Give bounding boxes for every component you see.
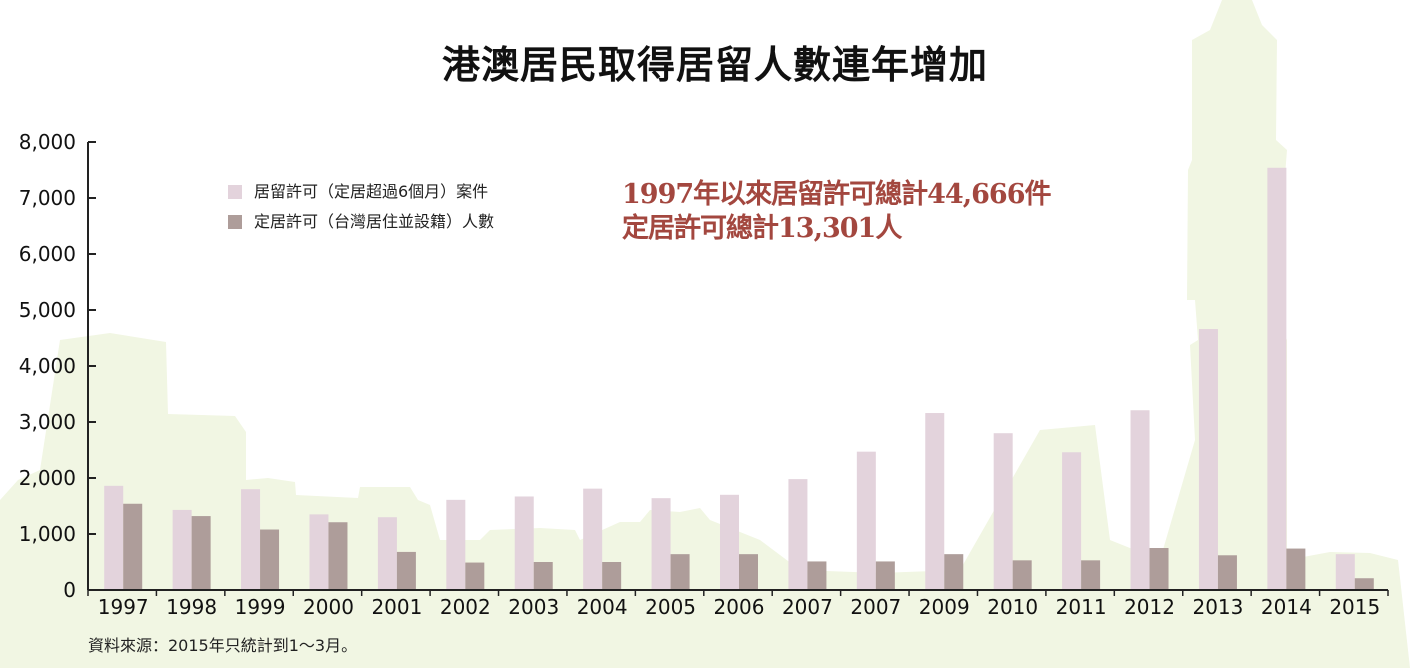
bar-settlement-10 [807,561,827,590]
x-tick-label-16: 2013 [1192,595,1243,619]
x-tick-label-13: 2010 [987,595,1038,619]
legend-label-settlement: 定居許可（台灣居住並設籍）人數 [254,212,495,231]
bar-permits-4 [377,517,397,590]
bar-settlement-0 [123,503,143,590]
bar-settlement-12 [944,554,964,590]
bar-settlement-13 [1012,560,1032,590]
source-note: 資料來源：2015年只統計到1～3月。 [88,636,358,655]
bar-settlement-1 [191,516,211,590]
legend-label-permits: 居留許可（定居超過6個月）案件 [254,182,489,201]
bar-permits-2 [241,489,261,590]
bar-permits-16 [1198,329,1218,590]
x-tick-label-0: 1997 [98,595,149,619]
x-tick-label-15: 2012 [1124,595,1175,619]
legend-swatch-settlement [228,215,242,229]
x-tick-label-18: 2015 [1329,595,1380,619]
y-tick-label-7: 7,000 [19,186,76,210]
x-tick-label-9: 2006 [714,595,765,619]
bar-permits-9 [720,494,739,590]
y-tick-label-4: 4,000 [19,354,76,378]
x-tick-label-10: 2007 [782,595,833,619]
bar-permits-10 [788,479,808,590]
bar-settlement-6 [533,562,553,590]
x-tick-label-6: 2003 [508,595,559,619]
x-tick-label-17: 2014 [1261,595,1312,619]
bar-settlement-9 [739,554,758,590]
bar-settlement-2 [260,529,280,590]
y-tick-label-1: 1,000 [19,522,76,546]
legend-item-permits: 居留許可（定居超過6個月）案件 [228,180,494,210]
bar-settlement-8 [670,554,690,590]
x-tick-label-5: 2002 [440,595,491,619]
x-tick-label-3: 2000 [303,595,354,619]
bar-settlement-7 [602,562,622,590]
bar-permits-18 [1335,554,1355,590]
bar-permits-11 [856,451,876,590]
bar-permits-0 [104,485,124,590]
y-tick-label-2: 2,000 [19,466,76,490]
annotation-residence-total: 1997年以來居留許可總計44,666件 [622,179,1051,210]
bar-permits-17 [1267,167,1287,590]
bar-settlement-5 [465,562,485,590]
x-tick-label-7: 2004 [577,595,628,619]
bar-permits-6 [514,496,534,590]
bar-permits-7 [583,488,603,590]
x-tick-label-8: 2005 [645,595,696,619]
legend-swatch-permits [228,185,242,199]
x-tick-label-11: 2007 [850,595,901,619]
bar-permits-12 [925,413,945,590]
y-tick-label-5: 5,000 [19,298,76,322]
bar-settlement-4 [396,551,416,590]
x-tick-label-12: 2009 [919,595,970,619]
x-tick-label-14: 2011 [1056,595,1107,619]
totals-annotation: 1997年以來居留許可總計44,666件 定居許可總計13,301人 [622,178,1051,246]
bar-settlement-17 [1286,548,1306,590]
y-tick-label-8: 8,000 [19,130,76,154]
bar-permits-8 [651,498,671,590]
chart-title: 港澳居民取得居留人數連年增加 [441,43,988,87]
legend: 居留許可（定居超過6個月）案件 定居許可（台灣居住並設籍）人數 [228,180,494,240]
bar-settlement-18 [1354,578,1374,590]
bar-permits-3 [309,514,329,590]
bar-permits-15 [1130,410,1150,590]
bar-settlement-15 [1149,548,1169,590]
bar-settlement-11 [875,561,895,590]
x-tick-label-4: 2001 [371,595,422,619]
bar-permits-13 [993,433,1013,590]
x-tick-label-1: 1998 [166,595,217,619]
legend-item-settlement: 定居許可（台灣居住並設籍）人數 [228,210,494,240]
bar-settlement-16 [1217,555,1237,590]
bar-permits-1 [172,509,192,590]
y-tick-label-6: 6,000 [19,242,76,266]
bar-permits-5 [446,499,466,590]
annotation-settlement-total: 定居許可總計13,301人 [622,213,902,244]
bar-settlement-3 [328,522,348,590]
bar-permits-14 [1062,452,1082,590]
y-tick-label-0: 0 [63,578,76,602]
x-tick-label-2: 1999 [235,595,286,619]
bar-settlement-14 [1081,560,1101,590]
y-tick-label-3: 3,000 [19,410,76,434]
